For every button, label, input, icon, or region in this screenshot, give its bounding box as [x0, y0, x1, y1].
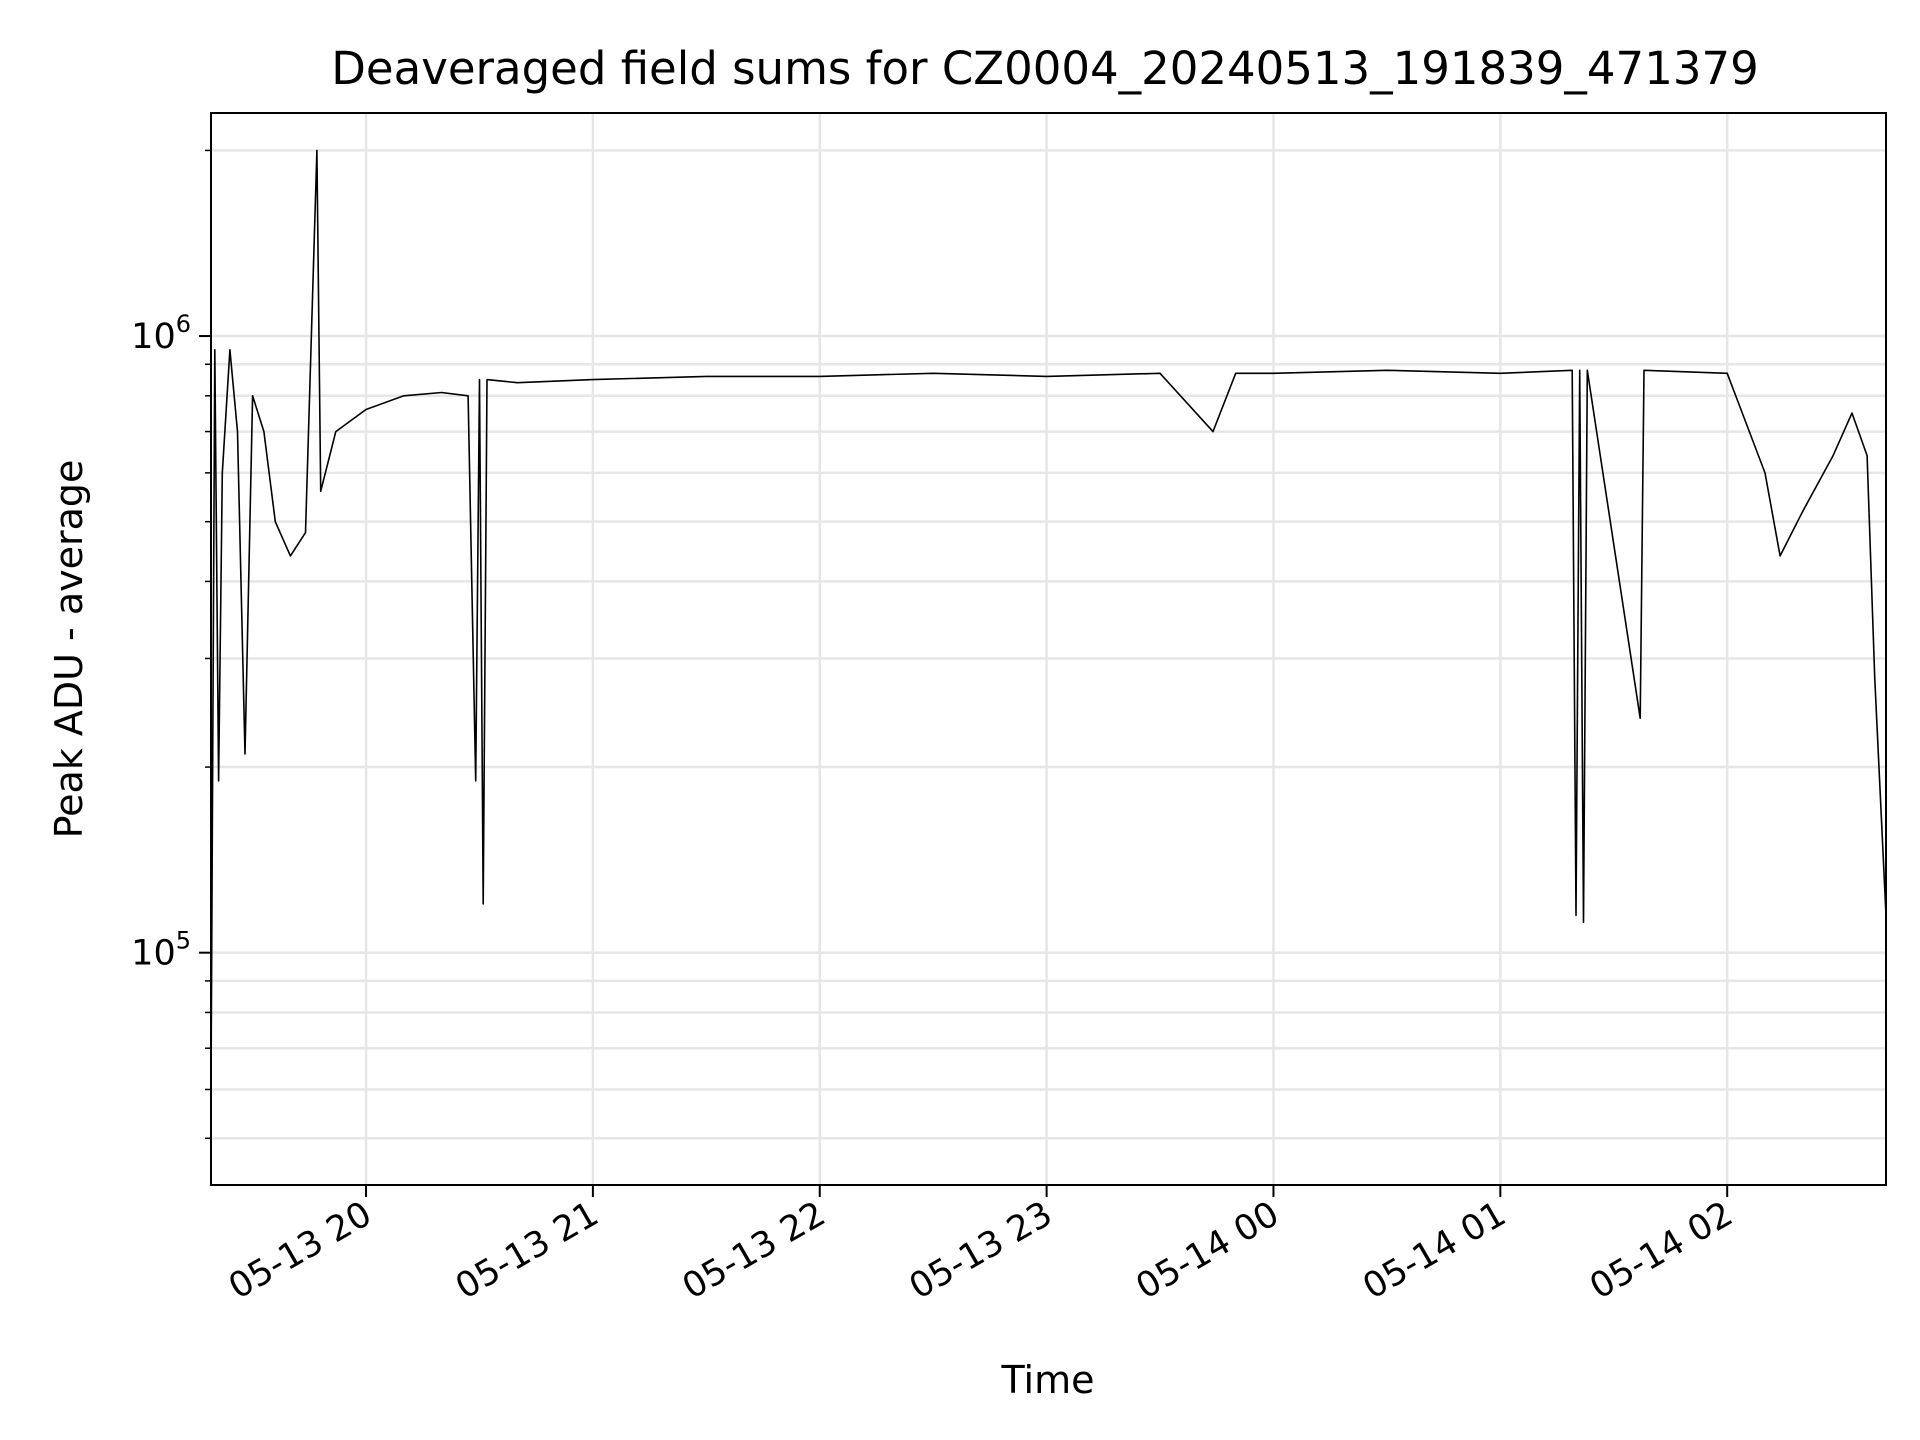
series-line: [211, 149, 1886, 1090]
y-tick-base: 10: [131, 317, 176, 357]
y-tick-exponent: 5: [176, 927, 191, 955]
y-tick-base: 10: [131, 934, 176, 974]
chart-title: Deaveraged field sums for CZ0004_2024051…: [331, 42, 1758, 95]
plot-frame: [210, 112, 1887, 1186]
y-tick-label: 106: [131, 310, 191, 357]
x-axis-label: Time: [1001, 1358, 1095, 1402]
y-tick-exponent: 6: [176, 310, 191, 338]
y-axis-label: Peak ADU - average: [47, 460, 91, 839]
y-tick-label: 105: [131, 927, 191, 974]
grid-lines: [211, 113, 1886, 1185]
series-layer: [211, 149, 1886, 1090]
